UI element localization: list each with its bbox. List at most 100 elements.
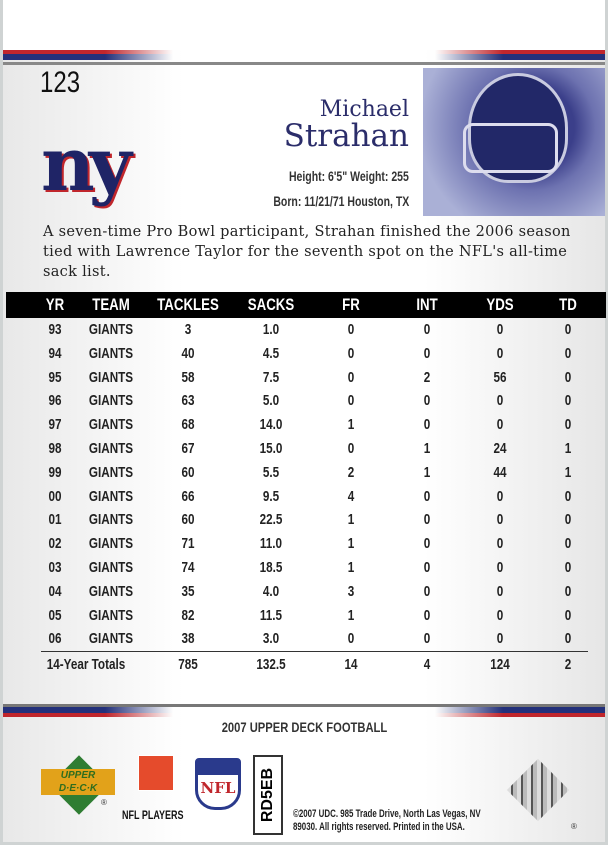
cell-tackles: 35 [181, 582, 195, 600]
cell-tackles: 3 [184, 321, 192, 338]
cell-fr: 1 [347, 535, 355, 553]
cell-td: 0 [564, 487, 572, 505]
cell-td: 0 [564, 559, 572, 576]
player-first-name: Michael [319, 97, 409, 122]
header-yds: YDS [486, 295, 514, 314]
cell-sacks: 15.0 [259, 440, 283, 457]
cell-int: 1 [423, 440, 431, 457]
cell-yr: 96 [48, 392, 62, 410]
table-row: 99 GIANTS 60 5.5 2 1 44 1 [6, 461, 606, 485]
cell-yr: 04 [48, 582, 62, 600]
player-bio: A seven-time Pro Bowl participant, Strah… [43, 224, 571, 280]
cell-sacks: 14.0 [259, 416, 283, 434]
cell-fr: 1 [347, 511, 355, 529]
player-photo [423, 68, 605, 216]
cell-yr: 03 [48, 559, 62, 576]
totals-row: 14-Year Totals 785 132.5 14 4 124 2 [6, 653, 606, 677]
cell-team: GIANTS [88, 321, 134, 338]
cell-td: 0 [564, 321, 572, 338]
header-fr: FR [342, 295, 360, 314]
cell-team: GIANTS [88, 368, 134, 386]
header-tackles: TACKLES [157, 295, 219, 314]
cell-int: 0 [423, 559, 431, 576]
registered-mark-2: ® [571, 822, 577, 831]
cell-yr: 02 [48, 535, 62, 553]
player-last-name: Strahan [283, 118, 409, 154]
cell-sacks: 7.5 [262, 368, 280, 386]
cell-tackles: 67 [181, 440, 195, 457]
header-int: INT [416, 295, 438, 314]
table-row: 03 GIANTS 74 18.5 1 0 0 0 [6, 556, 606, 580]
table-row: 00 GIANTS 66 9.5 4 0 0 0 [6, 485, 606, 509]
card-back: 123 ny Michael Strahan Height: 6'5" Weig… [3, 0, 606, 842]
cell-fr: 1 [347, 606, 355, 624]
cell-tackles: 82 [181, 606, 195, 624]
header-team: TEAM [92, 295, 130, 314]
cell-yr: 98 [48, 440, 62, 457]
cell-fr: 0 [347, 440, 355, 457]
cell-tackles: 68 [181, 416, 195, 434]
cell-int: 0 [423, 487, 431, 505]
hologram-icon [506, 758, 570, 822]
table-row: 94 GIANTS 40 4.5 0 0 0 0 [6, 342, 606, 366]
card-code: RD5EB [259, 767, 276, 823]
cell-tackles: 58 [181, 368, 195, 386]
nfl-shield-logo: NFL [195, 758, 241, 810]
series-title: 2007 UPPER DECK FOOTBALL [3, 719, 605, 735]
cell-fr: 3 [347, 582, 355, 600]
cell-tackles: 60 [181, 463, 195, 481]
cell-tackles: 63 [181, 392, 195, 410]
bottom-left-stripe [3, 707, 173, 719]
cell-yds: 0 [496, 487, 504, 505]
table-row: 02 GIANTS 71 11.0 1 0 0 0 [6, 532, 606, 556]
cell-fr: 1 [347, 559, 355, 576]
facemask-image [463, 123, 558, 173]
card-code-box: RD5EB [253, 755, 283, 835]
cell-int: 0 [423, 535, 431, 553]
cell-int: 0 [423, 344, 431, 362]
cell-yds: 0 [496, 344, 504, 362]
cell-fr: 0 [347, 344, 355, 362]
card-number: 123 [40, 66, 81, 99]
table-row: 04 GIANTS 35 4.0 3 0 0 0 [6, 580, 606, 604]
cell-sacks: 3.0 [262, 630, 280, 648]
cell-team: GIANTS [88, 582, 134, 600]
cell-fr: 1 [347, 416, 355, 434]
stats-header: YR TEAM TACKLES SACKS FR INT YDS TD [6, 292, 606, 318]
cell-tackles: 71 [181, 535, 195, 553]
total-td: 2 [564, 656, 572, 673]
table-row: 96 GIANTS 63 5.0 0 0 0 0 [6, 389, 606, 413]
cell-team: GIANTS [88, 440, 134, 457]
bottom-right-stripe [435, 707, 605, 719]
cell-td: 0 [564, 392, 572, 410]
cell-sacks: 1.0 [262, 321, 280, 338]
cell-yds: 24 [493, 440, 507, 457]
cell-team: GIANTS [88, 344, 134, 362]
cell-team: GIANTS [88, 511, 134, 529]
header-sacks: SACKS [247, 295, 295, 314]
cell-fr: 4 [347, 487, 355, 505]
cell-int: 2 [423, 368, 431, 386]
cell-yds: 0 [496, 582, 504, 600]
cell-int: 0 [423, 582, 431, 600]
cell-yds: 44 [493, 463, 507, 481]
top-right-stripe [435, 50, 605, 62]
cell-team: GIANTS [88, 463, 134, 481]
cell-td: 0 [564, 344, 572, 362]
series-text: 2007 UPPER DECK FOOTBALL [221, 719, 387, 735]
cell-fr: 0 [347, 321, 355, 338]
copyright: ©2007 UDC. 985 Trade Drive, North Las Ve… [293, 808, 481, 834]
cell-yr: 05 [48, 606, 62, 624]
copyright-line2: 89030. All rights reserved. Printed in t… [293, 821, 465, 833]
total-fr: 14 [344, 656, 358, 673]
cell-yr: 93 [48, 321, 62, 338]
cell-yr: 01 [48, 511, 62, 529]
giants-logo: ny [41, 122, 132, 208]
copyright-line1: ©2007 UDC. 985 Trade Drive, North Las Ve… [293, 808, 481, 820]
table-row: 01 GIANTS 60 22.5 1 0 0 0 [6, 508, 606, 532]
cell-tackles: 40 [181, 344, 195, 362]
cell-int: 0 [423, 511, 431, 529]
total-tackles: 785 [178, 656, 198, 673]
table-row: 98 GIANTS 67 15.0 0 1 24 1 [6, 437, 606, 461]
cell-sacks: 22.5 [259, 511, 283, 529]
